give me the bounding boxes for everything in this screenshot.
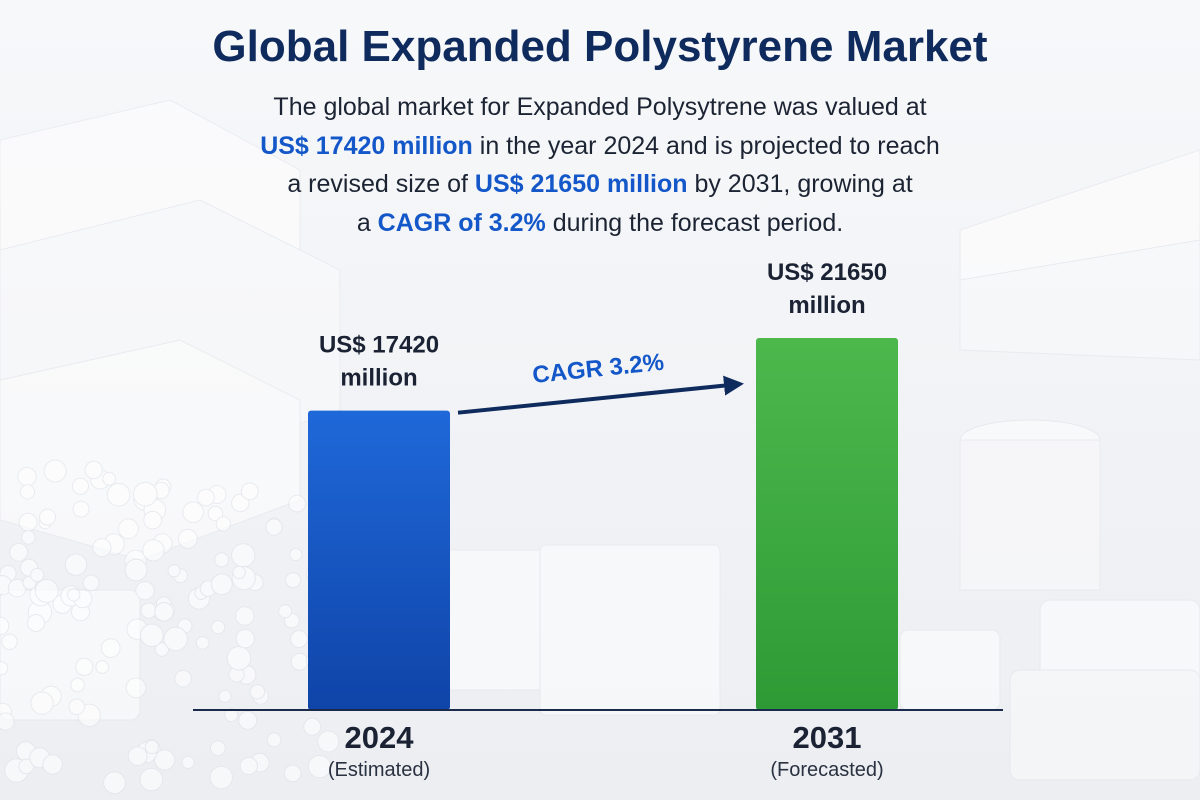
summary-line-3: a revised size of (287, 170, 475, 198)
market-summary: The global market for Expanded Polysytre… (150, 88, 1050, 242)
x-tick-label-2031: 2031 (793, 720, 862, 755)
x-tick-note-2031: (Forecasted) (770, 759, 883, 781)
x-tick-note-2024: (Estimated) (328, 759, 430, 781)
value-label-2031-amount: US$ 21650 (767, 259, 887, 286)
x-tick-label-2024: 2024 (345, 720, 415, 755)
value-label-2024-amount: US$ 17420 (319, 332, 439, 359)
summary-line-5: a (356, 208, 378, 237)
summary-line-6: during the forecast period. (545, 208, 844, 237)
value-label-2024-unit: million (340, 365, 417, 392)
page-title: Global Expanded Polystyrene Market (212, 22, 988, 71)
summary-value-2031: US$ 21650 million (474, 170, 688, 198)
bar-2031 (756, 338, 898, 710)
summary-line-4: by 2031, growing at (687, 170, 913, 198)
summary-cagr: CAGR of 3.2% (377, 208, 546, 237)
cagr-annotation: CAGR 3.2% (531, 349, 665, 389)
bar-2024 (308, 410, 450, 710)
value-label-2031-unit: million (788, 292, 865, 319)
cagr-arrow (457, 375, 744, 415)
summary-line-1: The global market for Expanded Polysytre… (273, 93, 927, 121)
summary-value-2024: US$ 17420 million (260, 131, 473, 160)
summary-line-2: in the year 2024 and is projected to rea… (472, 131, 940, 160)
